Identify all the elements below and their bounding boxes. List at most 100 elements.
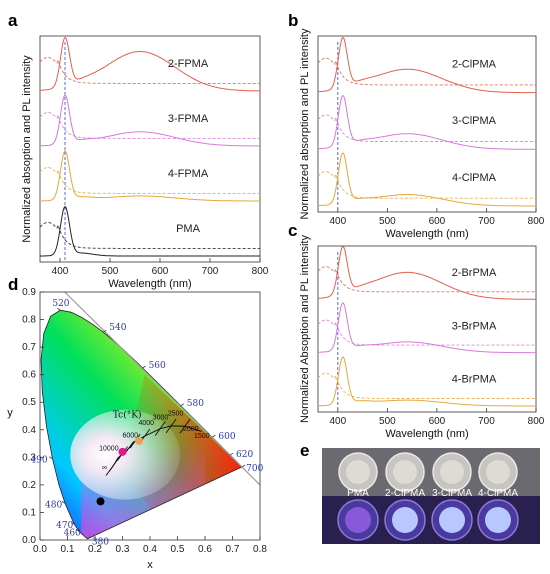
- cie-y-title: y: [7, 407, 13, 419]
- pl-curve-2-ClPMA: [317, 36, 536, 94]
- cct-label: 3000: [153, 414, 169, 421]
- panel-letter-d: d: [8, 275, 18, 294]
- y-axis-title: Normalized absoption and PL intensity: [21, 55, 33, 243]
- wavelength-label-470: 470: [56, 521, 73, 531]
- cie-gamut-fill: [41, 310, 242, 539]
- pl-curve-4-ClPMA: [317, 152, 536, 207]
- isotemperature-line: [154, 421, 166, 436]
- cct-label: 1500: [194, 433, 210, 440]
- absorption-curve-2-ClPMA: [317, 57, 536, 86]
- cie-y-tick-label: 0.5: [22, 397, 36, 408]
- wavelength-tick: [212, 434, 216, 438]
- isotemperature-line: [179, 418, 191, 434]
- wavelength-label-560: 560: [149, 361, 166, 371]
- series-label-3-BrPMA: 3-BrPMA: [452, 320, 497, 332]
- cie-panel: d 0.0 0.1 0.2 0.3 0.4 0.5 0.6 0.7 0.8 0.0 0.1 0.2 0.3…: [7, 275, 267, 571]
- pl-curve-3-ClPMA: [318, 94, 536, 150]
- x-tick-label: 500: [379, 416, 396, 427]
- plot-frame: [317, 35, 537, 213]
- cie-y-tick-label: 0.8: [22, 315, 36, 326]
- wavelength-label-620: 620: [236, 450, 253, 460]
- cie-y-tick-label: 0.1: [22, 507, 36, 518]
- series-label-PMA: PMA: [176, 223, 201, 235]
- panel-letter-a: a: [8, 11, 18, 30]
- diagonal-guide: [64, 291, 261, 486]
- x-tick-label: 700: [202, 266, 219, 277]
- cie-x-tick-label: 0.2: [88, 544, 102, 555]
- pl-curve-3-BrPMA: [317, 301, 536, 354]
- wavelength-label-580: 580: [187, 399, 204, 409]
- sample-label-2-ClPMA: 2-ClPMA: [385, 488, 425, 499]
- plot-frame: [317, 245, 537, 413]
- cie-x-tick-label: 0.4: [143, 544, 157, 555]
- cct-label: 10000: [99, 445, 119, 452]
- x-tick-label: 600: [429, 416, 446, 427]
- sample-label-3-ClPMA: 3-ClPMA: [432, 488, 472, 499]
- wavelength-label-700: 700: [246, 464, 263, 474]
- cie-x-tick-label: 0.3: [116, 544, 130, 555]
- cct-label: 6000: [123, 432, 139, 439]
- wavelength-label-490: 490: [30, 456, 47, 466]
- cct-label: 2000: [183, 426, 199, 433]
- wavelength-tick: [180, 403, 184, 407]
- x-axis-title: Wavelength (nm): [108, 278, 191, 290]
- panel-letter-c: c: [288, 221, 297, 240]
- spectra-panel-a: a 400 500 600 700 800 Wavelength (nm) Normalize…: [8, 11, 269, 290]
- pl-curve-4-BrPMA: [317, 356, 536, 407]
- absorption-curve-4-FPMA: [39, 166, 260, 194]
- x-axis-title: Wavelength (nm): [385, 228, 468, 240]
- wavelength-tick: [61, 501, 66, 504]
- series-label-4-FPMA: 4-FPMA: [168, 168, 209, 180]
- wavelength-label-460: 460: [64, 529, 81, 539]
- absorption-curve-3-FPMA: [39, 111, 260, 139]
- wavelength-tick: [87, 536, 92, 539]
- series-label-2-BrPMA: 2-BrPMA: [452, 267, 497, 279]
- series-label-3-FPMA: 3-FPMA: [168, 113, 209, 125]
- chromaticity-point-0: [96, 497, 105, 506]
- powder-daylight-2: [440, 460, 464, 484]
- absorption-curve-4-ClPMA: [317, 171, 536, 199]
- powder-daylight-3: [486, 460, 510, 484]
- wavelength-label-540: 540: [109, 323, 126, 333]
- spectra-panel-b: b 400 500 600 700 800 Wavelength (nm) Normalize…: [288, 11, 545, 240]
- x-tick-label: 500: [379, 216, 396, 227]
- cie-x-tick-label: 0.8: [253, 544, 267, 555]
- series-label-4-ClPMA: 4-ClPMA: [452, 172, 497, 184]
- x-tick-label: 800: [528, 416, 545, 427]
- x-tick-label: 500: [102, 266, 119, 277]
- powder-daylight-1: [393, 460, 417, 484]
- cie-y-tick-label: 0.6: [22, 370, 36, 381]
- x-tick-label: 800: [252, 266, 269, 277]
- cie-y-tick-label: 0.3: [22, 452, 36, 463]
- series-label-2-ClPMA: 2-ClPMA: [452, 59, 497, 71]
- wavelength-tick: [103, 329, 107, 333]
- y-axis-title: Normalized Absoption and PL intensity: [299, 235, 311, 423]
- cie-y-tick-label: 0.9: [22, 287, 36, 298]
- x-tick-label: 700: [478, 216, 495, 227]
- x-tick-label: 600: [429, 216, 446, 227]
- cie-y-tick-label: 0.0: [22, 535, 36, 546]
- panel-letter-e: e: [300, 441, 309, 460]
- x-tick-label: 400: [329, 416, 346, 427]
- wavelength-tick: [49, 456, 53, 460]
- chromaticity-point-2: [135, 436, 143, 445]
- pl-curve-2-FPMA: [40, 36, 260, 92]
- powder-uv-0: [345, 507, 371, 533]
- pl-curve-2-BrPMA: [317, 245, 536, 300]
- pl-curve-4-FPMA: [40, 150, 260, 202]
- cie-x-tick-label: 0.5: [171, 544, 185, 555]
- cie-x-tick-label: 0.7: [226, 544, 240, 555]
- absorption-curve-3-BrPMA: [317, 319, 536, 346]
- sample-label-PMA: PMA: [347, 488, 369, 499]
- powder-uv-2: [439, 507, 465, 533]
- cie-y-tick-label: 0.4: [22, 425, 36, 436]
- x-tick-label: 800: [528, 216, 545, 227]
- cie-x-tick-label: 0.1: [61, 544, 75, 555]
- series-label-2-FPMA: 2-FPMA: [168, 58, 209, 70]
- wavelength-label-520: 520: [52, 299, 69, 309]
- panel-letter-b: b: [288, 11, 298, 30]
- isotemperature-line: [165, 418, 177, 434]
- photo-panel: e PMA 2-ClPMA 3-ClPMA 4-ClPMA: [300, 441, 540, 544]
- pl-curve-3-FPMA: [40, 94, 260, 147]
- x-axis-title: Wavelength (nm): [385, 428, 468, 440]
